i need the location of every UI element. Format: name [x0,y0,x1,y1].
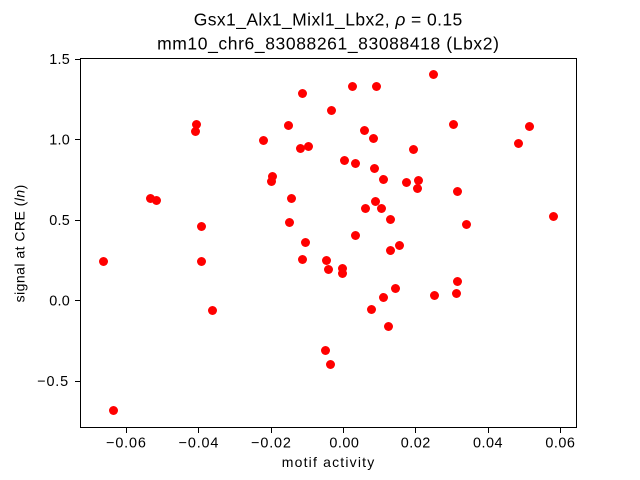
svg-text:−0.06: −0.06 [106,436,147,452]
svg-text:mm10_chr6_83088261_83088418 (L: mm10_chr6_83088261_83088418 (Lbx2) [157,33,499,54]
svg-text:−0.5: −0.5 [37,374,69,390]
svg-text:0.02: 0.02 [401,436,431,452]
svg-text:1.5: 1.5 [49,52,70,68]
svg-text:−0.02: −0.02 [251,436,292,452]
svg-text:0.06: 0.06 [545,436,575,452]
svg-text:0.00: 0.00 [329,436,359,452]
svg-text:Gsx1_Alx1_Mixl1_Lbx2, ρ = 0.15: Gsx1_Alx1_Mixl1_Lbx2, ρ = 0.15 [194,9,463,30]
svg-text:1.0: 1.0 [49,133,70,149]
svg-text:signal at CRE (ln): signal at CRE (ln) [12,184,28,302]
svg-text:0.04: 0.04 [473,436,503,452]
svg-text:motif activity: motif activity [282,454,376,470]
svg-text:0.5: 0.5 [49,213,70,229]
svg-text:0.0: 0.0 [49,294,70,310]
svg-text:−0.04: −0.04 [179,436,220,452]
